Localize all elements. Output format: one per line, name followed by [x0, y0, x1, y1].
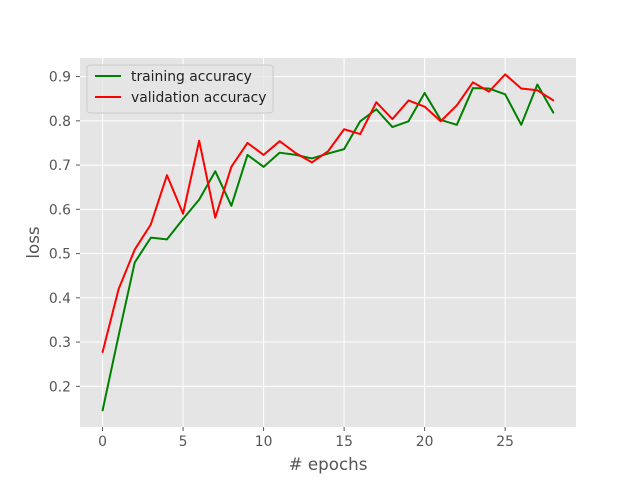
- data-point-validation: [133, 248, 136, 251]
- data-point-training: [472, 87, 474, 89]
- data-point-validation: [311, 161, 313, 164]
- data-point-training: [359, 120, 362, 123]
- data-point-training: [230, 204, 233, 207]
- x-tick-label: 5: [179, 434, 188, 450]
- data-point-validation: [488, 90, 490, 93]
- data-point-validation: [166, 174, 168, 177]
- data-point-validation: [101, 351, 104, 354]
- data-point-training: [117, 334, 120, 337]
- y-tick-label: 0.3: [49, 335, 71, 351]
- y-tick-label: 0.6: [49, 202, 71, 218]
- legend-label-validation: validation accuracy: [131, 90, 266, 106]
- legend: training accuracy validation accuracy: [86, 64, 274, 114]
- y-tick-label: 0.5: [49, 247, 71, 263]
- data-point-validation: [439, 120, 442, 123]
- data-point-validation: [294, 152, 297, 154]
- data-point-validation: [343, 128, 345, 131]
- data-point-validation: [214, 216, 217, 219]
- data-point-validation: [407, 99, 410, 102]
- data-point-training: [536, 83, 539, 86]
- data-point-validation: [182, 212, 184, 215]
- data-point-validation: [246, 142, 249, 144]
- data-point-validation: [375, 101, 378, 104]
- data-point-training: [375, 108, 378, 111]
- data-point-validation: [472, 81, 474, 84]
- data-point-training: [101, 409, 104, 412]
- data-point-validation: [262, 154, 265, 156]
- x-tick-label: 10: [255, 434, 273, 450]
- y-tick-label: 0.8: [49, 114, 71, 130]
- y-axis-label: loss: [23, 226, 43, 258]
- data-point-training: [262, 166, 265, 168]
- data-point-training: [520, 124, 523, 126]
- data-point-training: [343, 148, 345, 150]
- data-point-validation: [117, 288, 120, 290]
- data-point-training: [182, 218, 184, 220]
- data-point-training: [214, 170, 217, 173]
- axis-ticks: 0 5 10 15 20 25 0.2 0.3 0.4 0.5 0.6 0.7 0.8 0.9: [49, 70, 514, 450]
- data-point-validation: [504, 73, 506, 76]
- series-layer: [101, 73, 555, 412]
- data-point-training: [198, 198, 200, 201]
- data-point-validation: [198, 139, 200, 142]
- x-tick-label: 20: [416, 434, 434, 450]
- data-point-training: [150, 236, 152, 239]
- data-point-training: [278, 151, 281, 154]
- gridlines: [80, 58, 576, 427]
- y-tick-label: 0.4: [49, 291, 71, 307]
- x-axis-label: # epochs: [289, 454, 368, 474]
- data-point-training: [166, 238, 168, 241]
- data-point-training: [391, 126, 394, 128]
- data-point-training: [407, 120, 410, 123]
- x-tick-label: 15: [335, 434, 353, 450]
- data-point-training: [133, 261, 136, 264]
- data-point-training: [246, 154, 249, 156]
- data-point-validation: [423, 105, 426, 108]
- data-point-validation: [359, 133, 362, 135]
- data-point-validation: [520, 87, 523, 90]
- data-point-validation: [278, 140, 281, 142]
- data-point-validation: [552, 99, 555, 102]
- data-point-training: [504, 93, 506, 96]
- data-point-validation: [536, 89, 539, 92]
- data-point-validation: [150, 223, 152, 226]
- data-point-training: [456, 124, 458, 126]
- plot-area: [80, 58, 576, 427]
- legend-label-training: training accuracy: [131, 69, 252, 85]
- data-point-training: [311, 157, 313, 160]
- y-tick-label: 0.7: [49, 158, 71, 174]
- data-point-validation: [456, 104, 458, 107]
- data-point-training: [552, 112, 555, 114]
- y-tick-label: 0.2: [49, 379, 71, 395]
- x-tick-label: 25: [496, 434, 514, 450]
- data-point-validation: [327, 150, 329, 153]
- y-tick-label: 0.9: [49, 70, 71, 86]
- data-point-validation: [391, 118, 394, 120]
- data-point-validation: [230, 166, 233, 168]
- x-tick-label: 0: [98, 434, 107, 450]
- data-point-training: [423, 92, 426, 94]
- legend-box: [86, 64, 274, 114]
- data-point-training: [327, 152, 329, 155]
- data-point-training: [488, 87, 490, 90]
